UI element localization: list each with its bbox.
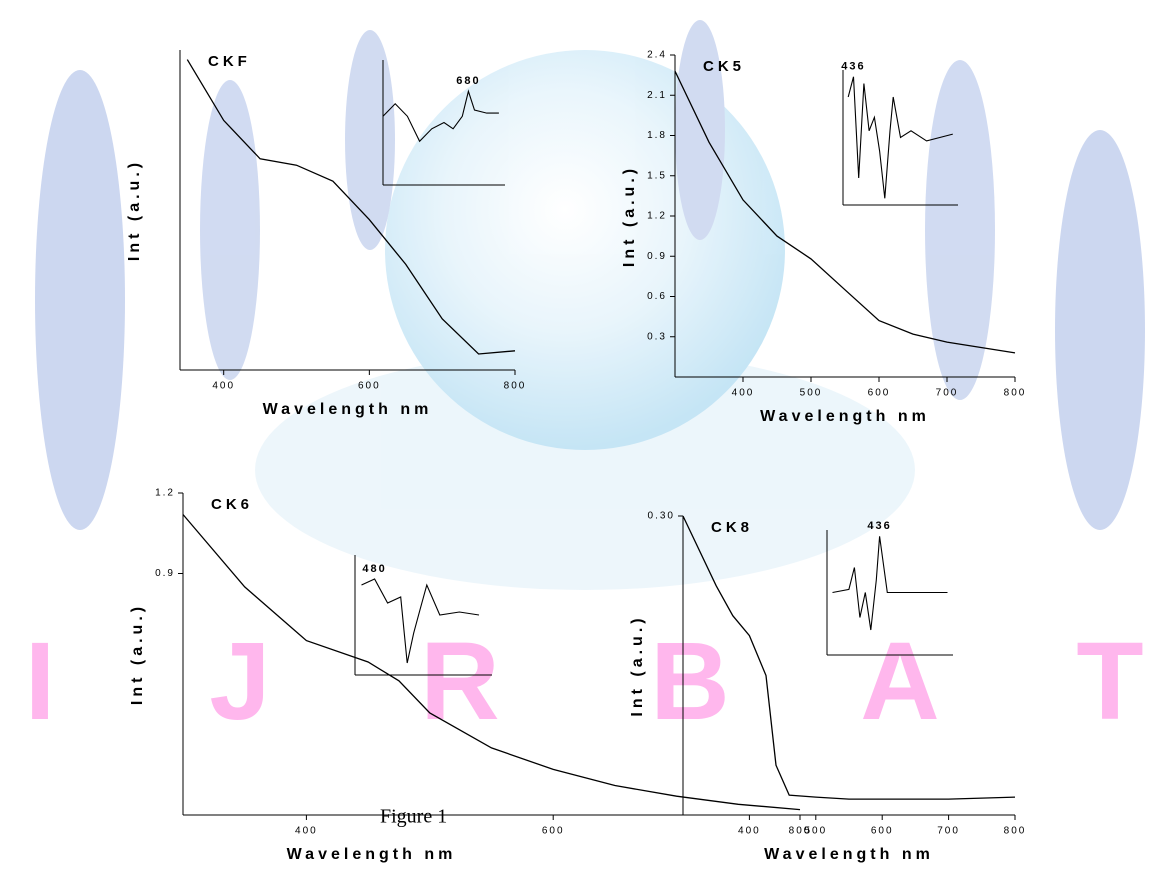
y-tick-label: 0.6 bbox=[647, 291, 667, 302]
x-tick-label: 600 bbox=[868, 388, 891, 399]
x-tick-label: 500 bbox=[804, 826, 827, 837]
y-tick-label: 1.2 bbox=[647, 211, 667, 222]
x-tick-label: 400 bbox=[295, 826, 318, 837]
chart-title: CKF bbox=[208, 53, 251, 70]
y-tick-label: 0.9 bbox=[647, 251, 667, 262]
inset-annotation: 436 bbox=[867, 520, 891, 532]
chart-title: CK6 bbox=[211, 496, 253, 513]
x-tick-label: 400 bbox=[738, 826, 761, 837]
x-tick-label: 800 bbox=[1004, 388, 1027, 399]
inset-annotation: 436 bbox=[841, 61, 865, 73]
x-axis-label: Wavelength nm bbox=[760, 408, 930, 425]
y-tick-label: 2.4 bbox=[647, 50, 667, 61]
x-tick-label: 400 bbox=[732, 388, 755, 399]
y-tick-label: 0.9 bbox=[155, 568, 175, 579]
x-tick-label: 500 bbox=[800, 388, 823, 399]
y-tick-label: 0.3 bbox=[647, 331, 667, 342]
watermark-letter: R bbox=[420, 620, 499, 743]
x-axis-label: Wavelength nm bbox=[263, 401, 433, 418]
y-tick-label: 1.5 bbox=[647, 170, 667, 181]
inset-annotation: 480 bbox=[362, 563, 386, 575]
page: I J R B A T Figure 1 400 600 800 CKF Wavelength n… bbox=[0, 0, 1170, 870]
x-tick-label: 800 bbox=[1004, 826, 1027, 837]
watermark-letter: A bbox=[860, 620, 939, 743]
y-tick-label: 0.30 bbox=[648, 511, 675, 522]
x-tick-label: 600 bbox=[358, 381, 381, 392]
x-tick-label: 800 bbox=[504, 381, 527, 392]
watermark-letter: T bbox=[1076, 620, 1143, 743]
x-tick-label: 600 bbox=[542, 826, 565, 837]
watermark-letter: J bbox=[209, 620, 270, 743]
y-axis-label: Int (a.u.) bbox=[129, 603, 146, 705]
x-axis-label: Wavelength nm bbox=[287, 846, 457, 863]
y-tick-label: 1.8 bbox=[647, 130, 667, 141]
x-tick-label: 400 bbox=[212, 381, 235, 392]
figure-caption: Figure 1 bbox=[380, 806, 447, 828]
background bbox=[35, 20, 1145, 590]
y-axis-label: Int (a.u.) bbox=[126, 159, 143, 261]
x-axis-label: Wavelength nm bbox=[764, 846, 934, 863]
watermark-letter: I bbox=[25, 620, 56, 743]
chart-title: CK5 bbox=[703, 58, 745, 75]
watermark-letter: B bbox=[650, 620, 729, 743]
y-tick-label: 2.1 bbox=[647, 90, 667, 101]
y-axis-label: Int (a.u.) bbox=[621, 165, 638, 267]
inset-line bbox=[833, 536, 948, 630]
x-tick-label: 700 bbox=[936, 388, 959, 399]
y-axis-label: Int (a.u.) bbox=[629, 614, 646, 716]
inset-annotation: 680 bbox=[456, 75, 480, 87]
x-tick-label: 700 bbox=[937, 826, 960, 837]
x-tick-label: 600 bbox=[871, 826, 894, 837]
y-tick-label: 1.2 bbox=[155, 488, 175, 499]
chart-title: CK8 bbox=[711, 519, 753, 536]
